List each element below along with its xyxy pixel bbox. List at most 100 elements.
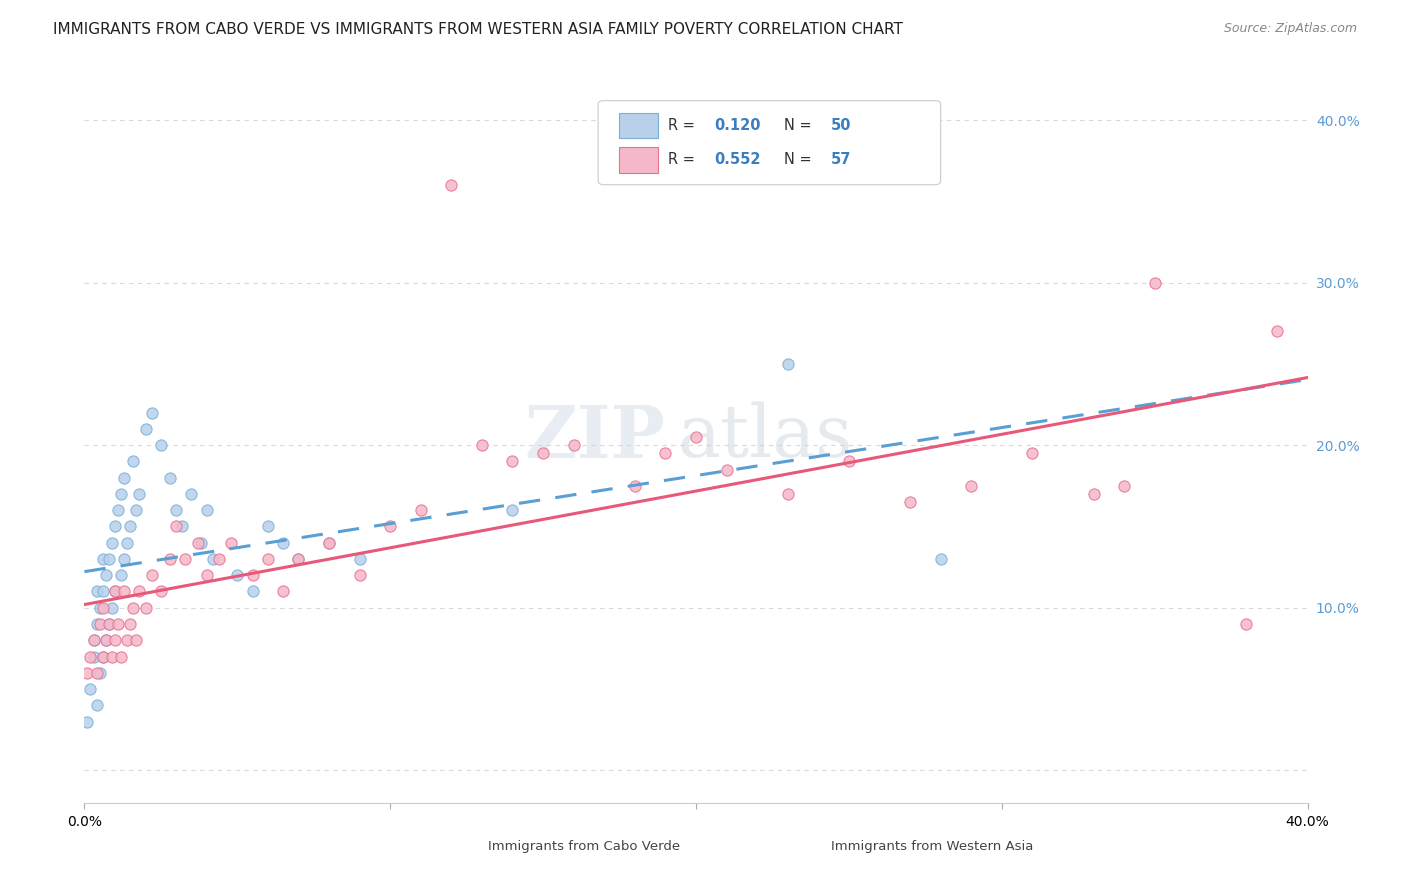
Text: IMMIGRANTS FROM CABO VERDE VS IMMIGRANTS FROM WESTERN ASIA FAMILY POVERTY CORREL: IMMIGRANTS FROM CABO VERDE VS IMMIGRANTS… bbox=[53, 22, 903, 37]
Point bbox=[94, 633, 117, 648]
Text: 0.552: 0.552 bbox=[714, 153, 761, 168]
Point bbox=[190, 535, 212, 549]
FancyBboxPatch shape bbox=[619, 112, 658, 138]
Point bbox=[208, 552, 231, 566]
Point bbox=[502, 503, 524, 517]
Point bbox=[120, 617, 142, 632]
FancyBboxPatch shape bbox=[598, 101, 941, 185]
Point bbox=[159, 471, 181, 485]
FancyBboxPatch shape bbox=[619, 147, 658, 173]
Point bbox=[91, 600, 114, 615]
Point bbox=[112, 584, 135, 599]
Point bbox=[1021, 446, 1043, 460]
Point bbox=[471, 438, 494, 452]
Point bbox=[159, 552, 181, 566]
Point bbox=[97, 617, 120, 632]
Point bbox=[226, 568, 249, 582]
Text: R =: R = bbox=[668, 118, 699, 133]
Point bbox=[86, 665, 108, 680]
Point bbox=[149, 438, 172, 452]
Text: 50: 50 bbox=[831, 118, 851, 133]
Point bbox=[97, 552, 120, 566]
Point bbox=[165, 519, 187, 533]
Point bbox=[86, 617, 108, 632]
Point bbox=[76, 665, 98, 680]
Text: Immigrants from Western Asia: Immigrants from Western Asia bbox=[831, 840, 1033, 853]
Point bbox=[257, 519, 280, 533]
Point bbox=[287, 552, 309, 566]
Point bbox=[531, 446, 554, 460]
Point bbox=[219, 535, 242, 549]
Text: R =: R = bbox=[668, 153, 699, 168]
Point bbox=[125, 503, 148, 517]
Point bbox=[409, 503, 432, 517]
Point bbox=[89, 617, 111, 632]
Point bbox=[135, 422, 157, 436]
FancyBboxPatch shape bbox=[794, 839, 821, 855]
Point bbox=[128, 584, 150, 599]
Point bbox=[242, 568, 264, 582]
Point bbox=[195, 503, 218, 517]
Point bbox=[685, 430, 707, 444]
Point bbox=[79, 649, 101, 664]
Point bbox=[1265, 325, 1288, 339]
Point bbox=[624, 479, 647, 493]
Text: 57: 57 bbox=[831, 153, 851, 168]
Point bbox=[960, 479, 983, 493]
Point bbox=[91, 584, 114, 599]
Text: atlas: atlas bbox=[678, 401, 853, 473]
Text: Source: ZipAtlas.com: Source: ZipAtlas.com bbox=[1223, 22, 1357, 36]
Point bbox=[141, 568, 163, 582]
Point bbox=[91, 649, 114, 664]
Point bbox=[141, 406, 163, 420]
Point bbox=[86, 698, 108, 713]
Point bbox=[86, 584, 108, 599]
Point bbox=[440, 178, 463, 193]
Point bbox=[318, 535, 340, 549]
Point bbox=[174, 552, 197, 566]
Point bbox=[115, 535, 138, 549]
Point bbox=[349, 568, 371, 582]
Point bbox=[94, 568, 117, 582]
Text: N =: N = bbox=[785, 153, 817, 168]
Point bbox=[94, 633, 117, 648]
Text: 0.120: 0.120 bbox=[714, 118, 761, 133]
Point bbox=[716, 462, 738, 476]
Point bbox=[112, 471, 135, 485]
Point bbox=[91, 649, 114, 664]
FancyBboxPatch shape bbox=[451, 839, 478, 855]
Point bbox=[502, 454, 524, 468]
Point bbox=[112, 552, 135, 566]
Point bbox=[380, 519, 402, 533]
Point bbox=[929, 552, 952, 566]
Point bbox=[125, 633, 148, 648]
Point bbox=[120, 519, 142, 533]
Point bbox=[318, 535, 340, 549]
Point bbox=[776, 357, 799, 371]
Point bbox=[186, 535, 208, 549]
Point bbox=[1114, 479, 1136, 493]
Point bbox=[79, 681, 101, 696]
Point bbox=[91, 552, 114, 566]
Point bbox=[76, 714, 98, 729]
Point bbox=[110, 487, 132, 501]
Point bbox=[101, 600, 124, 615]
Point bbox=[165, 503, 187, 517]
Point bbox=[287, 552, 309, 566]
Point bbox=[104, 584, 127, 599]
Point bbox=[271, 584, 294, 599]
Point bbox=[201, 552, 224, 566]
Point bbox=[110, 649, 132, 664]
Point bbox=[562, 438, 585, 452]
Point bbox=[257, 552, 280, 566]
Point bbox=[122, 600, 145, 615]
Point bbox=[107, 617, 129, 632]
Point bbox=[89, 665, 111, 680]
Point bbox=[776, 487, 799, 501]
Point bbox=[1143, 276, 1166, 290]
Point bbox=[654, 446, 676, 460]
Text: Immigrants from Cabo Verde: Immigrants from Cabo Verde bbox=[488, 840, 681, 853]
Point bbox=[149, 584, 172, 599]
Point bbox=[89, 600, 111, 615]
Point bbox=[271, 535, 294, 549]
